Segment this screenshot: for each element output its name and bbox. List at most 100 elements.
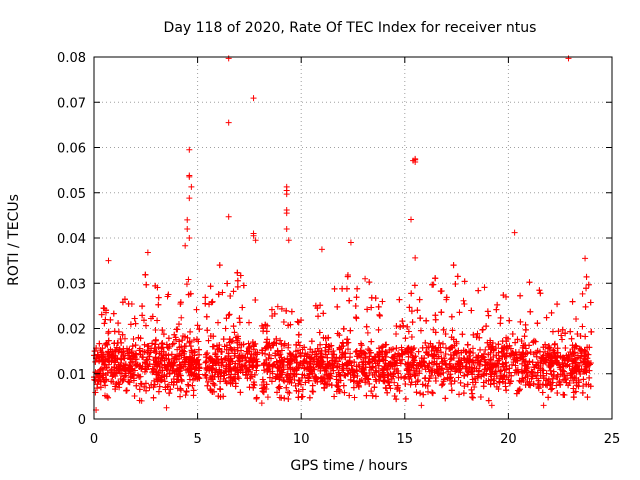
data-point [268, 378, 275, 385]
data-point [579, 389, 586, 396]
data-point [551, 341, 558, 348]
data-point [477, 346, 484, 353]
data-point [396, 296, 403, 303]
data-point [493, 362, 500, 369]
data-point [381, 363, 388, 370]
data-point [383, 341, 390, 348]
data-point [363, 375, 370, 382]
data-point [537, 372, 544, 379]
data-point [251, 371, 258, 378]
data-point [119, 331, 126, 338]
data-point [578, 346, 585, 353]
data-point [570, 394, 577, 401]
data-point [111, 340, 118, 347]
data-point [120, 376, 127, 383]
data-point [489, 361, 496, 368]
data-point [298, 375, 305, 382]
data-point [479, 326, 486, 333]
data-points [91, 55, 595, 413]
data-point [123, 345, 130, 352]
data-point [375, 345, 382, 352]
data-point [259, 347, 266, 354]
data-point [330, 354, 337, 361]
data-point [273, 359, 280, 366]
data-point [533, 353, 540, 360]
data-point [159, 340, 166, 347]
data-point [389, 354, 396, 361]
data-point [456, 391, 463, 398]
data-point [441, 355, 448, 362]
data-point [323, 371, 330, 378]
data-point [169, 341, 176, 348]
data-point [355, 361, 362, 368]
data-point [229, 347, 236, 354]
data-point [301, 365, 308, 372]
data-point [501, 367, 508, 374]
data-point [365, 346, 372, 353]
data-point [202, 294, 209, 301]
data-point [183, 281, 190, 288]
data-point [112, 347, 119, 354]
data-point [540, 367, 547, 374]
data-point [577, 332, 584, 339]
data-point [229, 358, 236, 365]
data-point [457, 379, 464, 386]
data-point [584, 394, 591, 401]
data-point [375, 326, 382, 333]
data-point [301, 353, 308, 360]
data-point [262, 350, 269, 357]
data-point [141, 359, 148, 366]
data-point [423, 317, 430, 324]
data-point [369, 363, 376, 370]
data-point [120, 353, 127, 360]
data-point [246, 319, 253, 326]
data-point [540, 352, 547, 359]
data-point [115, 320, 122, 327]
data-point [107, 316, 114, 323]
data-point [468, 307, 475, 314]
data-point [444, 366, 451, 373]
data-point [453, 367, 460, 374]
data-point [239, 304, 246, 311]
data-point [151, 347, 158, 354]
data-point [307, 346, 314, 353]
data-point [164, 293, 171, 300]
data-point [205, 378, 212, 385]
data-point [429, 368, 436, 375]
data-point [419, 381, 426, 388]
data-point [353, 294, 360, 301]
data-point [202, 359, 209, 366]
data-point [487, 337, 494, 344]
data-point [363, 392, 370, 399]
data-point [93, 370, 100, 377]
data-point [536, 287, 543, 294]
data-point [94, 351, 101, 358]
data-point [217, 369, 224, 376]
data-point [102, 316, 109, 323]
data-point [163, 373, 170, 380]
data-point [517, 355, 524, 362]
data-point [178, 378, 185, 385]
data-point [229, 337, 236, 344]
data-point [105, 337, 112, 344]
data-point [296, 378, 303, 385]
data-point [115, 361, 122, 368]
data-point [118, 339, 125, 346]
data-point [412, 381, 419, 388]
data-point [529, 368, 536, 375]
data-point [346, 297, 353, 304]
data-point [254, 361, 261, 368]
data-point [399, 350, 406, 357]
data-point [503, 374, 510, 381]
data-point [386, 346, 393, 353]
data-point [98, 311, 105, 318]
data-point [346, 392, 353, 399]
data-point [508, 372, 515, 379]
data-point [281, 340, 288, 347]
data-point [142, 365, 149, 372]
data-point [132, 342, 139, 349]
data-point [248, 351, 255, 358]
data-point [152, 341, 159, 348]
data-point [437, 288, 444, 295]
